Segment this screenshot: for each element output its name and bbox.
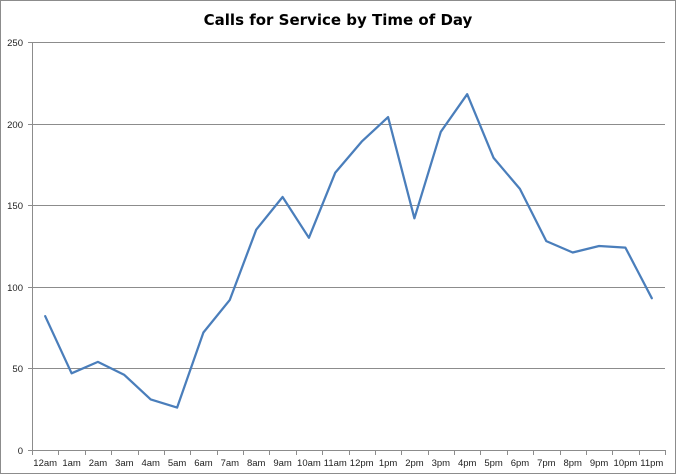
data-point [308, 237, 310, 239]
x-tick-label: 5pm [484, 458, 503, 469]
x-tick-label: 1am [62, 458, 81, 469]
x-tick-label: 4pm [458, 458, 477, 469]
data-point [413, 217, 415, 219]
data-point [545, 240, 547, 242]
chart-title: Calls for Service by Time of Day [203, 11, 473, 29]
x-tick-label: 10am [297, 458, 321, 469]
data-point [255, 228, 257, 230]
x-tick-label: 3am [115, 458, 134, 469]
data-point [387, 116, 389, 118]
y-tick-label: 200 [7, 120, 23, 131]
x-tick-label: 6pm [511, 458, 530, 469]
data-point [519, 188, 521, 190]
x-tick-label: 8pm [563, 458, 582, 469]
x-tick-label: 9am [273, 458, 292, 469]
data-point [70, 372, 72, 374]
data-point [176, 406, 178, 408]
y-tick-label: 150 [7, 201, 23, 212]
x-tick-label: 12am [33, 458, 57, 469]
x-tick-label: 9pm [590, 458, 609, 469]
data-point [281, 196, 283, 198]
data-point [97, 361, 99, 363]
data-point [624, 246, 626, 248]
data-point [571, 251, 573, 253]
x-tick-label: 2pm [405, 458, 424, 469]
x-tick-label: 4am [141, 458, 160, 469]
y-tick-label: 0 [18, 446, 23, 457]
x-tick-label: 11am [324, 458, 347, 469]
x-tick-label: 8am [247, 458, 266, 469]
x-tick-label: 7am [221, 458, 240, 469]
x-tick-label: 1pm [379, 458, 398, 469]
y-tick-label: 50 [12, 364, 23, 375]
data-point [334, 171, 336, 173]
x-tick-label: 11pm [640, 458, 663, 469]
x-tick-label: 7pm [537, 458, 556, 469]
series-line [44, 93, 653, 409]
x-tick-label: 6am [194, 458, 213, 469]
y-tick-label: 100 [7, 283, 23, 294]
data-point [149, 398, 151, 400]
data-point [360, 140, 362, 142]
data-point [202, 331, 204, 333]
y-tick-label: 250 [7, 38, 23, 49]
data-point [651, 297, 653, 299]
x-tick-label: 5am [168, 458, 187, 469]
x-tick-label: 2am [89, 458, 108, 469]
x-tick-label: 10pm [614, 458, 638, 469]
data-point [44, 315, 46, 317]
data-point [492, 157, 494, 159]
x-tick-label: 12pm [350, 458, 374, 469]
data-point [440, 131, 442, 133]
data-point [229, 299, 231, 301]
x-tick-label: 3pm [432, 458, 451, 469]
data-point [466, 93, 468, 95]
data-point [123, 374, 125, 376]
data-point [598, 245, 600, 247]
